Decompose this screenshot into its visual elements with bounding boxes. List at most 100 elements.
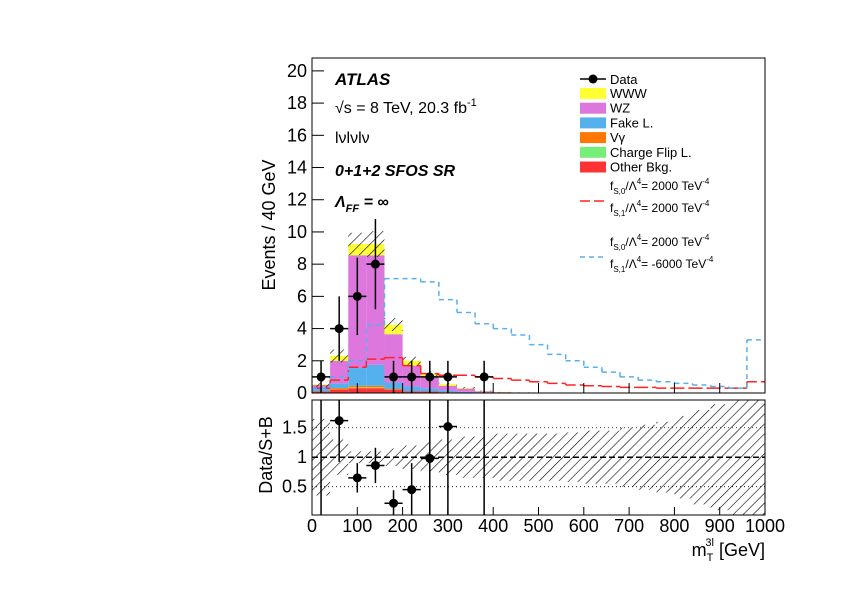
label-part: S,0 (613, 243, 626, 252)
data-point (425, 372, 435, 382)
legend-swatch (580, 132, 606, 144)
uncertainty-band (384, 318, 403, 331)
label-part: -4 (702, 177, 710, 186)
label-part: = 2000 TeV (641, 201, 702, 215)
x-tick-label: 200 (388, 516, 418, 536)
cutoff-sub: FF (346, 203, 360, 215)
legend-swatch (580, 161, 606, 173)
legend-swatch (580, 117, 606, 129)
legend-label: Fake L. (610, 115, 653, 130)
ratio-tick-label: 1 (297, 447, 307, 467)
ratio-point (407, 485, 417, 495)
stack-bar (330, 388, 349, 390)
stack-bar (330, 389, 349, 393)
ratio-axis-title: Data/S+B (256, 416, 276, 494)
ratio-point (443, 422, 453, 432)
label-part: = 2000 TeV (641, 179, 702, 193)
label-part: 4 (637, 233, 642, 242)
label-part: -4 (706, 255, 714, 264)
stack-bar (330, 383, 349, 389)
label-part: /Λ (625, 257, 636, 271)
ratio-tick-label: 1.5 (282, 418, 307, 438)
y-tick-label: 20 (287, 61, 307, 81)
label-part: f (610, 179, 614, 193)
x-title-part: m (692, 540, 707, 560)
x-tick-label: 900 (705, 516, 735, 536)
x-tick-label: 600 (569, 516, 599, 536)
cutoff: ΛFF = ∞ (334, 194, 389, 215)
experiment: ATLAS (334, 70, 391, 89)
legend-label: WZ (610, 101, 630, 116)
data-point (389, 372, 399, 382)
x-tick-label: 500 (523, 516, 553, 536)
y-tick-label: 2 (297, 351, 307, 371)
x-tick-label: 800 (659, 516, 689, 536)
ratio-point (334, 416, 344, 426)
label-part: 4 (637, 255, 642, 264)
uncertainty-band (348, 232, 367, 256)
uncertainty-band (456, 387, 476, 389)
y-tick-label: 10 (287, 222, 307, 242)
energy-sup: -1 (467, 97, 477, 109)
x-tick-label: 300 (433, 516, 463, 536)
label-part: /Λ (625, 179, 636, 193)
y-tick-label: 18 (287, 93, 307, 113)
stack-bar (366, 388, 385, 393)
x-tick-label: 0 (307, 516, 317, 536)
main-plot (312, 219, 765, 393)
y-tick-label: 0 (297, 383, 307, 403)
cutoff-text: = ∞ (359, 194, 389, 211)
legend-label: Data (610, 72, 638, 87)
ratio-point (370, 460, 380, 470)
x-tick-label: 400 (478, 516, 508, 536)
x-axis-title: mT 3l [GeV] (692, 537, 765, 564)
ratio-frame (311, 399, 766, 516)
stack-bar (330, 360, 349, 384)
x-tick-label: 100 (342, 516, 372, 536)
x-title-part: [GeV] (714, 540, 765, 560)
x-tick-label: 1000 (745, 516, 785, 536)
y-tick-label: 12 (287, 190, 307, 210)
legend-label: WWW (610, 86, 648, 101)
data-point (334, 324, 344, 334)
ratio-point (352, 473, 362, 483)
data-point (316, 372, 326, 382)
data-point (407, 372, 417, 382)
y-tick-label: 6 (297, 286, 307, 306)
y-tick-label: 14 (287, 158, 307, 178)
legend-signal-label: fS,0/Λ4= 2000 TeV-4 (610, 233, 710, 252)
stack-bar (456, 391, 476, 393)
label-part: f (610, 257, 614, 271)
stack-bar (366, 255, 385, 365)
legend-signal-label: fS,0/Λ4= 2000 TeV-4 (610, 177, 710, 196)
label-part: = -6000 TeV (641, 257, 706, 271)
y-axis-title: Events / 40 GeV (259, 159, 279, 290)
stack-bar (366, 385, 385, 388)
data-point (370, 259, 380, 269)
legend-label: Vγ (610, 130, 626, 145)
x-title-sup: 3l (705, 537, 714, 549)
label-part: = 2000 TeV (641, 235, 702, 249)
energy: √s = 8 TeV, 20.3 fb-1 (335, 97, 477, 117)
label-part: -4 (702, 199, 710, 208)
ratio-tick-label: 0.5 (282, 477, 307, 497)
stack-bar (456, 388, 476, 392)
legend-signal-label: fS,1/Λ4= 2000 TeV-4 (610, 199, 710, 218)
x-tick-label: 700 (614, 516, 644, 536)
label-part: S,1 (613, 209, 626, 218)
legend-data-marker (588, 74, 598, 84)
data-point (443, 372, 453, 382)
label-part: /Λ (625, 201, 636, 215)
y-tick-label: 16 (287, 125, 307, 145)
ratio-point (389, 498, 399, 508)
label-part: f (610, 235, 614, 249)
label-part: /Λ (625, 235, 636, 249)
label-part: 4 (637, 199, 642, 208)
label-part: f (610, 201, 614, 215)
stack-bar (348, 368, 367, 386)
stack-bar (366, 387, 385, 389)
legend-swatch (580, 146, 606, 158)
label-part: S,0 (613, 187, 626, 196)
y-tick-label: 4 (297, 319, 307, 339)
